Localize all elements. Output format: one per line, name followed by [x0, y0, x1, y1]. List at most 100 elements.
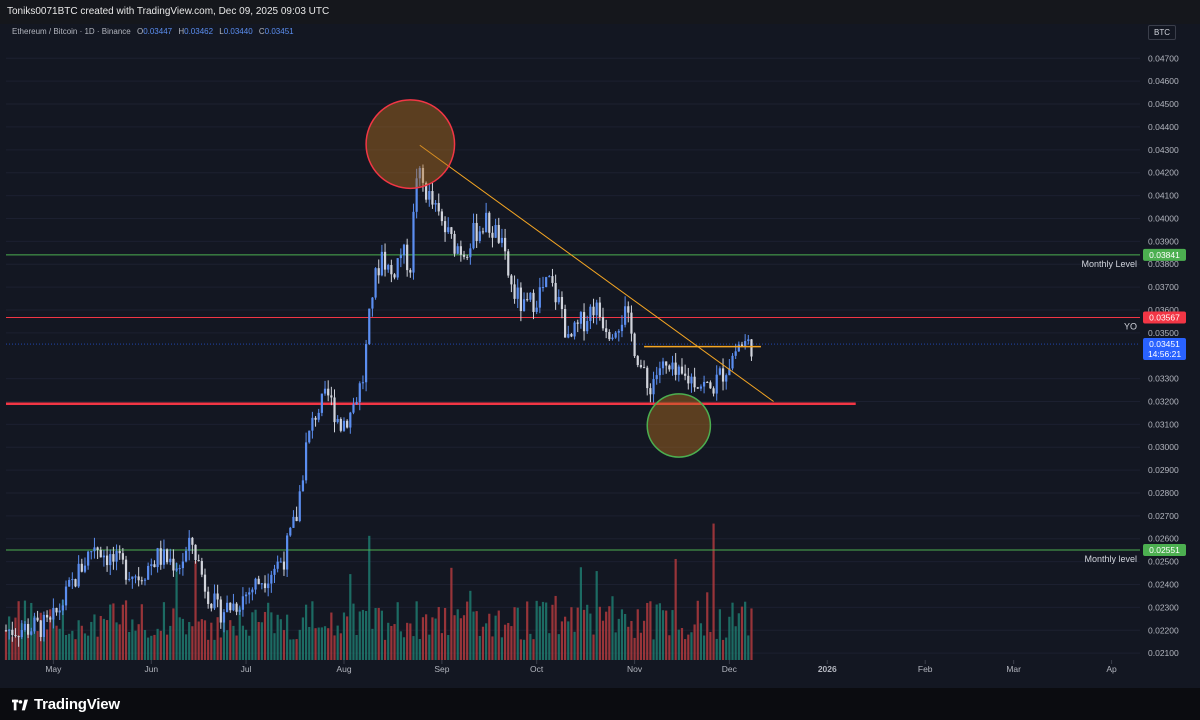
volume-bar	[696, 600, 699, 660]
candle-body	[488, 212, 491, 233]
candle-body	[548, 276, 551, 278]
volume-bar	[443, 607, 447, 660]
volume-bar	[409, 623, 412, 660]
volume-bar	[437, 607, 440, 660]
volume-bar	[295, 639, 298, 660]
candle-body	[557, 296, 560, 303]
volume-bar	[402, 637, 406, 660]
volume-bar	[614, 632, 617, 660]
candle-body	[153, 564, 156, 568]
candle-body	[45, 614, 49, 618]
candle-body	[393, 274, 396, 278]
candle-body	[478, 231, 481, 241]
volume-bar	[364, 610, 368, 660]
time-tick-label: Ap	[1106, 664, 1117, 674]
volume-bar	[188, 622, 191, 660]
candle-body	[535, 307, 538, 312]
volume-bar	[61, 599, 64, 660]
candle-body	[251, 589, 254, 593]
level-label: Monthly level	[1084, 554, 1137, 564]
volume-bar	[147, 637, 150, 660]
volume-bar	[538, 606, 541, 660]
volume-bar	[235, 635, 238, 660]
candle-body	[592, 306, 595, 316]
volume-bar	[383, 639, 387, 660]
candle-body	[390, 264, 393, 275]
candle-body	[706, 381, 709, 383]
time-axis: May Jun Jul Aug Sep Oct Nov Dec 2026 Feb Mar Ap	[45, 660, 1117, 674]
volume-bar	[162, 602, 166, 660]
candle-body	[440, 211, 444, 222]
volume-bar	[601, 620, 605, 660]
volume-bar	[197, 621, 200, 660]
volume-bar	[526, 601, 529, 660]
candle-body	[725, 375, 728, 382]
price-tick-label: 0.03200	[1148, 396, 1179, 406]
candle-body	[128, 578, 131, 580]
volume-bar	[671, 610, 674, 660]
time-tick-label: Jul	[241, 664, 252, 674]
volume-bar	[636, 609, 639, 660]
candle-body	[55, 607, 58, 613]
candle-body	[162, 549, 166, 565]
candle-body	[608, 332, 611, 340]
candle-body	[573, 322, 576, 337]
volume-bar	[485, 623, 488, 660]
close-value: 0.03451	[264, 27, 294, 36]
candle-body	[649, 388, 652, 395]
candle-body	[712, 388, 715, 394]
candle-body	[680, 366, 684, 374]
candle-body	[421, 167, 425, 183]
volume-bar	[380, 610, 383, 660]
volume-bar	[567, 621, 570, 660]
candle-body	[456, 246, 459, 254]
candle-body	[105, 555, 109, 566]
candle-body	[677, 366, 680, 375]
current-price-value: 0.03451	[1149, 339, 1180, 349]
level-badge: 0.03567	[1143, 311, 1186, 324]
candle-body	[538, 287, 541, 308]
annotation-layer	[365, 99, 774, 458]
candle-body	[83, 565, 87, 572]
volume-bar	[216, 617, 219, 660]
candle-body	[462, 254, 466, 257]
candle-body	[582, 312, 586, 332]
candle-body	[308, 430, 311, 443]
volume-bar	[169, 625, 172, 660]
current-price-bg	[1143, 338, 1186, 361]
candle-body	[226, 602, 229, 613]
volume-bar	[500, 637, 504, 660]
chart-area[interactable]	[0, 24, 1200, 688]
candle-body	[510, 275, 513, 285]
volume-bar	[352, 603, 355, 660]
volume-bar	[560, 621, 564, 660]
volume-bar	[320, 627, 323, 660]
candle-body	[292, 516, 295, 528]
price-tick-label: 0.03300	[1148, 374, 1179, 384]
volume-bar	[450, 567, 453, 660]
candle-body	[665, 361, 668, 366]
volume-bar	[339, 633, 342, 660]
candle-body	[93, 547, 96, 552]
candle-body	[115, 551, 118, 562]
volume-bar	[210, 622, 213, 660]
volume-bar	[317, 627, 320, 660]
volume-bar	[270, 612, 273, 660]
tradingview-logo[interactable]: TradingView	[12, 696, 120, 713]
candle-body	[330, 395, 333, 398]
volume-bar	[563, 616, 567, 660]
candle-body	[368, 308, 371, 345]
volume-bar	[750, 608, 753, 660]
volume-bar	[143, 629, 147, 660]
volume-bar	[219, 637, 222, 660]
candle-body	[99, 549, 102, 558]
volume-bar	[478, 635, 481, 660]
candle-body	[570, 334, 573, 337]
volume-bar	[17, 601, 20, 660]
currency-badge[interactable]: BTC	[1148, 25, 1176, 40]
candle-body	[8, 629, 11, 631]
candle-body	[175, 568, 178, 571]
candle-body	[52, 607, 55, 620]
candle-body	[235, 603, 238, 612]
